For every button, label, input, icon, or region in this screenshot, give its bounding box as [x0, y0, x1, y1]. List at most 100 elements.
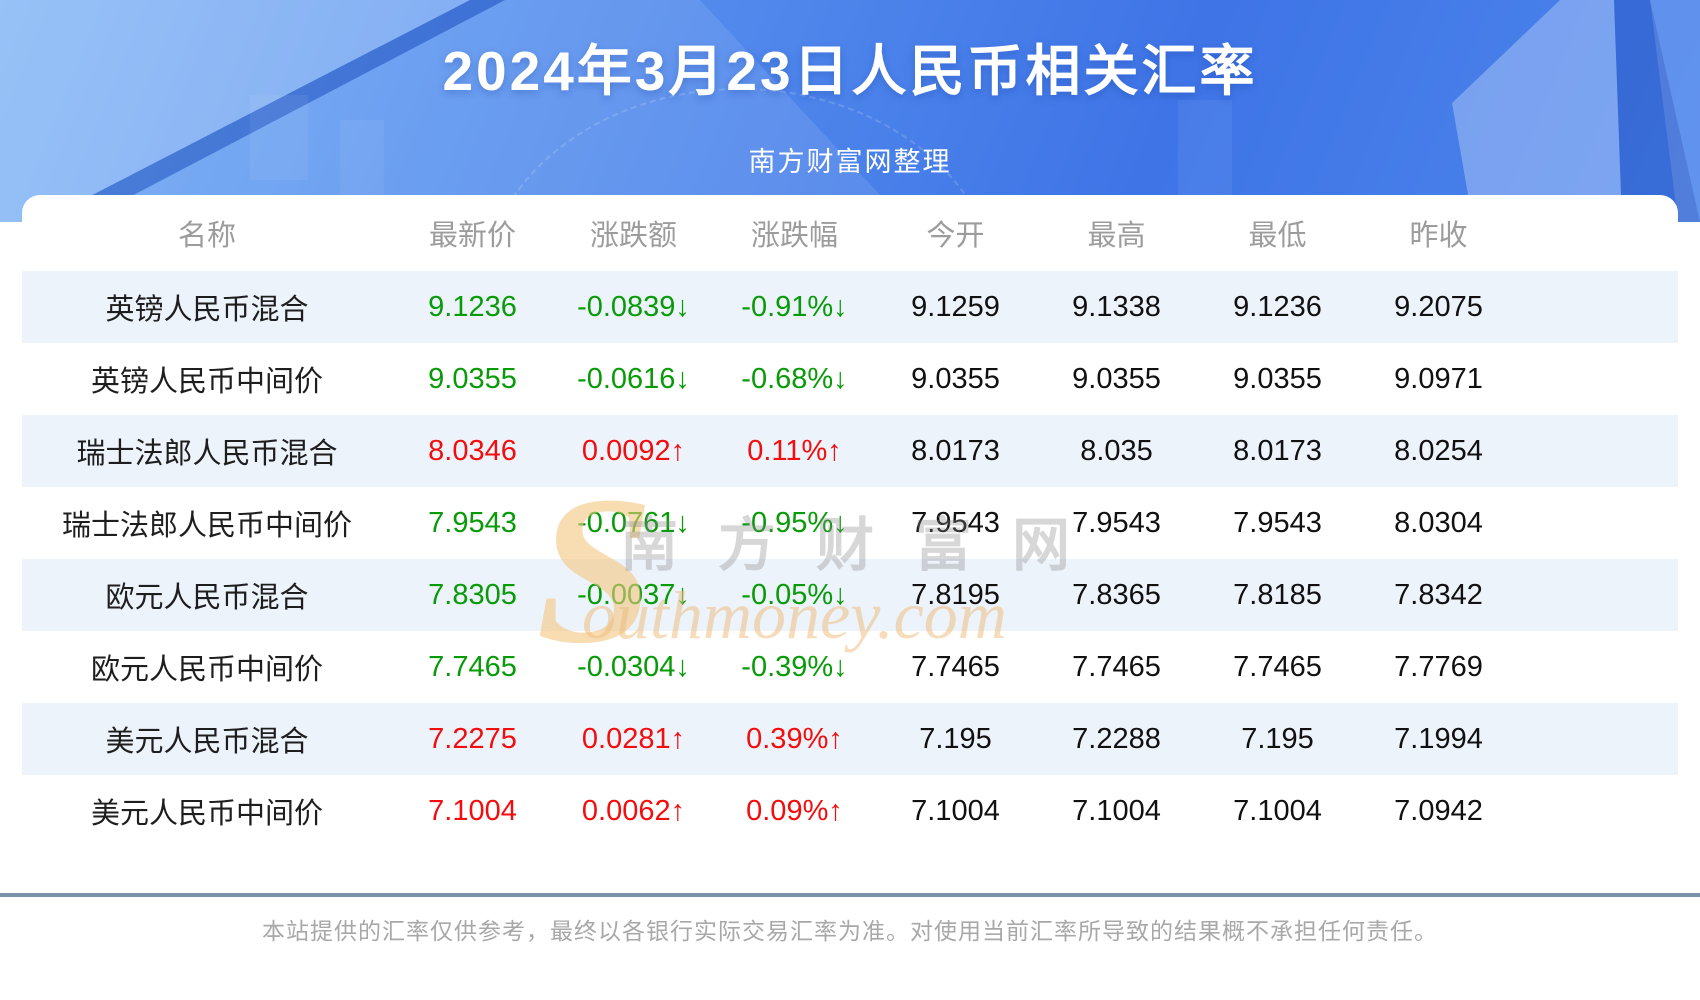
cell-high: 7.9543	[1072, 506, 1161, 539]
cell-change: 0.0281↑	[553, 703, 714, 775]
table-row: 英镑人民币混合 9.1236 -0.0839↓ -0.91%↓ 9.1259 9…	[22, 271, 1678, 343]
cell-latest: 7.2275	[392, 703, 553, 775]
cell-latest: 9.1236	[392, 271, 553, 343]
cell-filler	[1519, 487, 1678, 559]
cell-filler	[1519, 343, 1678, 415]
candlestick-shape	[1178, 100, 1232, 195]
page-subtitle: 南方财富网整理	[748, 147, 952, 177]
cell-latest: 9.0355	[392, 343, 553, 415]
col-header-change-pct: 涨跌幅	[750, 220, 838, 252]
cell-name: 美元人民币中间价	[90, 798, 323, 830]
cell-change: -0.0037↓	[553, 559, 714, 631]
cell-name: 欧元人民币混合	[105, 582, 309, 614]
cell-name: 瑞士法郎人民币中间价	[61, 510, 352, 542]
change-pct-value: 0.39%↑	[746, 722, 843, 755]
table-row: 瑞士法郎人民币混合 8.0346 0.0092↑ 0.11%↑ 8.0173 8…	[22, 415, 1678, 487]
cell-change-pct: -0.91%↓	[714, 271, 875, 343]
table-row: 美元人民币中间价 7.1004 0.0062↑ 0.09%↑ 7.1004 7.…	[22, 775, 1678, 847]
cell-low: 9.0355	[1233, 362, 1322, 395]
disclaimer-text: 本站提供的汇率仅供参考，最终以各银行实际交易汇率为准。对使用当前汇率所导致的结果…	[262, 918, 1438, 944]
cell-change: -0.0616↓	[553, 343, 714, 415]
col-header-name: 名称	[177, 220, 236, 252]
col-header-change: 涨跌额	[589, 220, 677, 252]
cell-name: 英镑人民币混合	[105, 294, 309, 326]
change-value: 0.0092↑	[581, 434, 686, 467]
cell-prev-close: 7.1994	[1394, 722, 1483, 755]
cell-change-pct: -0.95%↓	[714, 487, 875, 559]
change-value: -0.0616↓	[577, 362, 690, 395]
latest-value: 7.9543	[428, 506, 517, 539]
cell-open: 7.195	[919, 722, 992, 755]
cell-high: 8.035	[1080, 434, 1153, 467]
cell-change: 0.0092↑	[553, 415, 714, 487]
cell-change-pct: -0.05%↓	[714, 559, 875, 631]
cell-change: -0.0839↓	[553, 271, 714, 343]
hero-banner: 2024年3月23日人民币相关汇率 南方财富网整理	[0, 0, 1700, 222]
change-pct-value: -0.91%↓	[741, 290, 848, 323]
cell-change: -0.0761↓	[553, 487, 714, 559]
cell-low: 7.8185	[1233, 578, 1322, 611]
latest-value: 7.1004	[428, 794, 517, 827]
page-title: 2024年3月23日人民币相关汇率	[442, 40, 1258, 102]
cell-change: -0.0304↓	[553, 631, 714, 703]
col-header-filler	[1519, 195, 1678, 271]
cell-open: 9.0355	[911, 362, 1000, 395]
latest-value: 7.2275	[428, 722, 517, 755]
cell-latest: 7.9543	[392, 487, 553, 559]
cell-open: 7.8195	[911, 578, 1000, 611]
latest-value: 8.0346	[428, 434, 517, 467]
table-row: 欧元人民币中间价 7.7465 -0.0304↓ -0.39%↓ 7.7465 …	[22, 631, 1678, 703]
cell-low: 7.1004	[1233, 794, 1322, 827]
cell-low: 9.1236	[1233, 290, 1322, 323]
cell-open: 7.9543	[911, 506, 1000, 539]
cell-name: 美元人民币混合	[105, 726, 309, 758]
cell-prev-close: 9.2075	[1394, 290, 1483, 323]
cell-high: 7.2288	[1072, 722, 1161, 755]
cell-filler	[1519, 415, 1678, 487]
latest-value: 7.7465	[428, 650, 517, 683]
col-header-latest: 最新价	[428, 220, 516, 252]
cell-low: 7.9543	[1233, 506, 1322, 539]
cell-prev-close: 7.7769	[1394, 650, 1483, 683]
cell-prev-close: 7.0942	[1394, 794, 1483, 827]
table-row: 美元人民币混合 7.2275 0.0281↑ 0.39%↑ 7.195 7.22…	[22, 703, 1678, 775]
cell-filler	[1519, 703, 1678, 775]
cell-change-pct: 0.39%↑	[714, 703, 875, 775]
cell-low: 7.7465	[1233, 650, 1322, 683]
cell-high: 7.7465	[1072, 650, 1161, 683]
cell-filler	[1519, 775, 1678, 847]
exchange-rates-table: 名称 最新价 涨跌额 涨跌幅 今开 最高 最低 昨收 英镑人民币混合 9.123…	[22, 195, 1678, 847]
change-pct-value: -0.05%↓	[741, 578, 848, 611]
change-value: -0.0304↓	[577, 650, 690, 683]
cell-prev-close: 7.8342	[1394, 578, 1483, 611]
rates-table-card: 名称 最新价 涨跌额 涨跌幅 今开 最高 最低 昨收 英镑人民币混合 9.123…	[22, 195, 1678, 859]
cell-open: 8.0173	[911, 434, 1000, 467]
change-value: -0.0037↓	[577, 578, 690, 611]
col-header-low: 最低	[1248, 220, 1307, 252]
cell-high: 7.8365	[1072, 578, 1161, 611]
cell-change-pct: -0.68%↓	[714, 343, 875, 415]
cell-low: 8.0173	[1233, 434, 1322, 467]
cell-change-pct: 0.09%↑	[714, 775, 875, 847]
cell-change: 0.0062↑	[553, 775, 714, 847]
cell-prev-close: 9.0971	[1394, 362, 1483, 395]
change-value: -0.0761↓	[577, 506, 690, 539]
change-pct-value: 0.11%↑	[747, 434, 842, 467]
cell-name: 欧元人民币中间价	[90, 654, 323, 686]
col-header-prev-close: 昨收	[1409, 220, 1468, 252]
change-pct-value: -0.39%↓	[741, 650, 848, 683]
change-value: 0.0281↑	[581, 722, 686, 755]
table-row: 瑞士法郎人民币中间价 7.9543 -0.0761↓ -0.95%↓ 7.954…	[22, 487, 1678, 559]
change-pct-value: 0.09%↑	[746, 794, 843, 827]
cell-latest: 8.0346	[392, 415, 553, 487]
change-value: 0.0062↑	[581, 794, 686, 827]
cell-high: 9.1338	[1072, 290, 1161, 323]
table-row: 欧元人民币混合 7.8305 -0.0037↓ -0.05%↓ 7.8195 7…	[22, 559, 1678, 631]
cell-open: 7.1004	[911, 794, 1000, 827]
latest-value: 9.0355	[428, 362, 517, 395]
cell-filler	[1519, 271, 1678, 343]
cell-change-pct: 0.11%↑	[714, 415, 875, 487]
cell-latest: 7.1004	[392, 775, 553, 847]
cell-latest: 7.8305	[392, 559, 553, 631]
change-pct-value: -0.68%↓	[741, 362, 848, 395]
